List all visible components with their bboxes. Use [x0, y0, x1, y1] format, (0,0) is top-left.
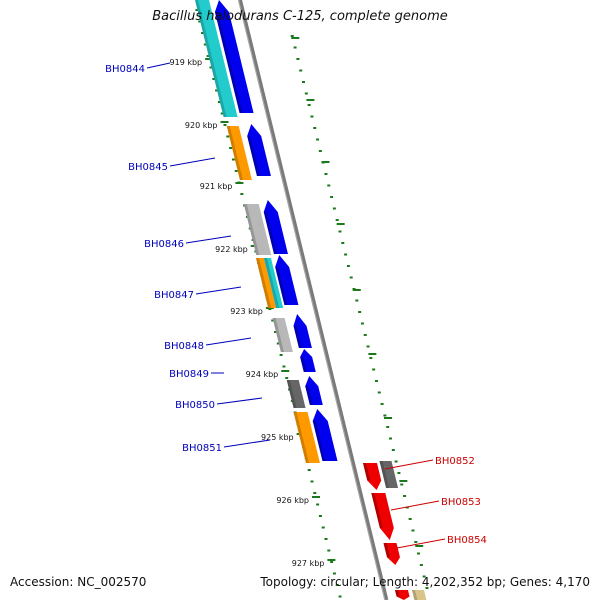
forward-gene-arrow-shade: [293, 325, 302, 348]
forward-gene-arrow-shade: [263, 212, 277, 254]
cog-block-shade: [272, 318, 284, 352]
gene-leader-line: [216, 397, 263, 405]
forward-gene-arrow: [305, 376, 323, 405]
cog-block: [272, 318, 293, 352]
kbp-label: 922 kbp: [215, 245, 248, 254]
cog-block-shade: [411, 590, 418, 600]
cog-block: [293, 412, 320, 463]
reverse-gene-arrow: [383, 543, 400, 565]
gene-leader-line: [185, 235, 232, 244]
reverse-gene-arrow: [371, 493, 394, 540]
kbp-label: 919 kbp: [170, 58, 203, 67]
forward-gene-arrow: [275, 255, 299, 305]
kbp-label: 927 kbp: [292, 559, 325, 568]
gene-leader-line: [205, 337, 252, 346]
cog-block-shade: [243, 204, 260, 255]
gene-leader-line: [169, 157, 216, 167]
forward-gene-arrow-shade: [305, 386, 313, 405]
gene-label-bh0846: BH0846: [144, 239, 184, 250]
cog-block: [263, 258, 284, 308]
cog-block-shade: [263, 258, 280, 308]
cog-block: [255, 258, 277, 308]
cog-block: [243, 204, 272, 255]
feature-band: [195, 0, 409, 600]
gene-label-bh0854: BH0854: [447, 535, 487, 546]
forward-gene-arrow: [300, 349, 316, 372]
gene-label-bh0852: BH0852: [435, 456, 475, 467]
gene-label-bh0851: BH0851: [182, 443, 222, 454]
forward-gene-arrow: [214, 0, 254, 113]
gene-label-bh0845: BH0845: [128, 162, 168, 173]
topology-summary: Topology: circular; Length: 4,202,352 bp…: [260, 575, 590, 589]
gene-leader-line: [195, 286, 242, 295]
cog-block-shade: [293, 412, 309, 463]
gene-leader-line: [390, 500, 440, 511]
reverse-gene-arrow-shade: [362, 463, 371, 481]
forward-gene-arrow: [263, 200, 288, 254]
genome-backbone: [238, 0, 389, 600]
forward-gene-arrow-shade: [312, 421, 326, 461]
cog-block: [411, 590, 427, 600]
cog-block: [195, 0, 238, 117]
cog-block-shade: [286, 380, 297, 408]
genome-title: Bacillus halodurans C-125, complete geno…: [152, 9, 448, 24]
cog-block: [379, 461, 399, 488]
cog-block-shade: [226, 126, 243, 180]
cog-block: [226, 126, 252, 180]
kbp-label: 925 kbp: [261, 433, 294, 442]
reverse-gene-arrow-shade: [394, 590, 400, 597]
forward-gene-arrow: [293, 314, 312, 348]
gene-label-bh0847: BH0847: [154, 290, 194, 301]
reverse-gene-arrow: [394, 590, 410, 600]
cog-block: [286, 380, 306, 408]
kbp-label: 921 kbp: [200, 182, 233, 191]
reverse-gene-arrow-shade: [383, 543, 390, 558]
gene-label-bh0844: BH0844: [105, 64, 145, 75]
forward-gene-arrow-shade: [275, 267, 288, 305]
gene-leader-line: [396, 538, 446, 549]
forward-gene-arrow: [247, 124, 271, 176]
cog-block-shade: [195, 0, 227, 117]
reverse-gene-arrow: [362, 463, 382, 490]
kbp-label: 923 kbp: [230, 307, 263, 316]
forward-gene-arrow-shade: [214, 12, 243, 113]
cog-block-shade: [255, 258, 272, 308]
reverse-gene-arrow-shade: [371, 493, 383, 528]
forward-gene-arrow-shade: [247, 136, 260, 176]
gene-leader-line: [223, 439, 271, 448]
gene-label-bh0853: BH0853: [441, 497, 481, 508]
forward-gene-arrow: [312, 409, 338, 461]
forward-gene-arrow-shade: [300, 357, 307, 372]
kbp-label: 920 kbp: [185, 121, 218, 130]
accession-label: Accession: NC_002570: [10, 575, 147, 589]
gene-leader-line: [146, 62, 171, 69]
gene-label-bh0850: BH0850: [175, 400, 215, 411]
cog-block-shade: [379, 461, 390, 488]
genome-backbone-highlight: [238, 0, 386, 600]
kbp-label: 926 kbp: [276, 496, 309, 505]
kbp-label: 924 kbp: [246, 370, 279, 379]
gene-label-bh0849: BH0849: [169, 369, 209, 380]
gene-leader-line: [384, 459, 434, 470]
gene-label-bh0848: BH0848: [164, 341, 204, 352]
